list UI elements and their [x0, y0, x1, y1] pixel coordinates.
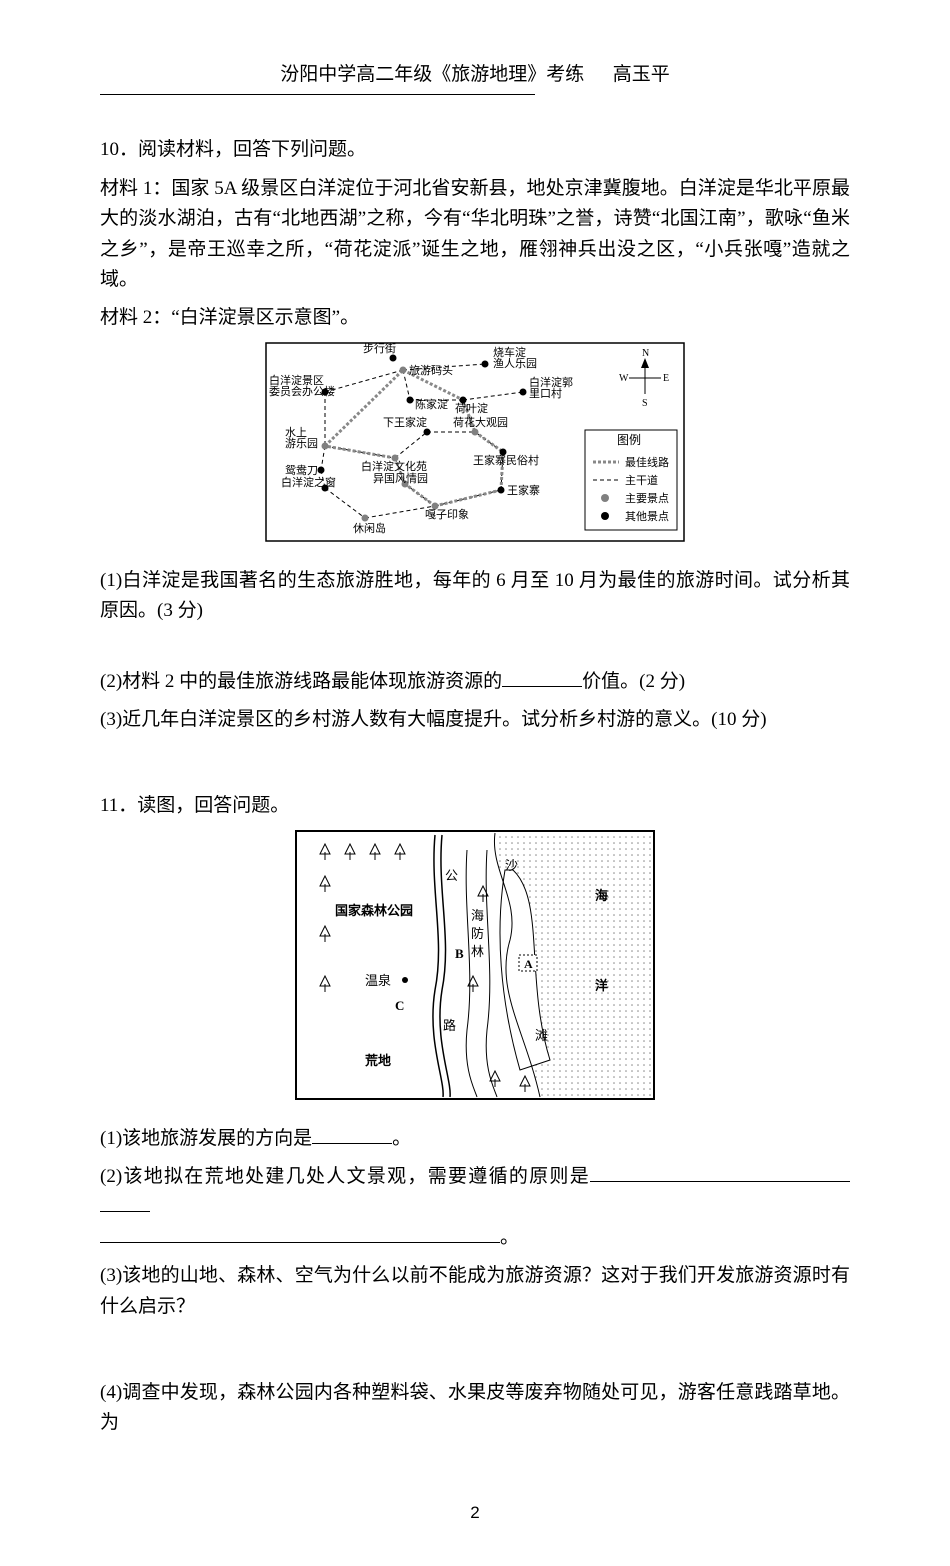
svg-text:沙: 沙 — [505, 858, 518, 873]
svg-text:防: 防 — [471, 926, 484, 941]
header-title-right: 高玉平 — [613, 64, 670, 85]
svg-text:洋: 洋 — [595, 978, 608, 993]
header-rule — [100, 94, 535, 95]
svg-text:白洋淀郭: 白洋淀郭 — [529, 375, 573, 389]
svg-text:委员会办公楼: 委员会办公楼 — [269, 384, 335, 398]
svg-text:休闲岛: 休闲岛 — [353, 521, 386, 535]
svg-text:最佳线路: 最佳线路 — [625, 455, 669, 469]
svg-text:王家寨民俗村: 王家寨民俗村 — [473, 453, 539, 467]
q11-sub2: (2)该地拟在荒地处建几处人文景观，需要遵循的原则是 。 — [100, 1162, 850, 1253]
q10-stem: 10．阅读材料，回答下列问题。 — [100, 135, 850, 165]
svg-text:E: E — [663, 373, 669, 384]
svg-text:海: 海 — [595, 888, 608, 903]
svg-text:主要景点: 主要景点 — [625, 492, 669, 505]
svg-text:渔人乐园: 渔人乐园 — [493, 357, 537, 370]
svg-text:下王家淀: 下王家淀 — [383, 415, 427, 429]
svg-text:荒地: 荒地 — [364, 1053, 391, 1068]
svg-text:嘎子印象: 嘎子印象 — [425, 508, 469, 521]
svg-text:公: 公 — [445, 868, 458, 883]
q11-sub4: (4)调查中发现，森林公园内各种塑料袋、水果皮等废弃物随处可见，游客任意践踏草地… — [100, 1378, 850, 1439]
svg-text:路: 路 — [443, 1018, 456, 1033]
svg-text:白洋淀之窗: 白洋淀之窗 — [281, 475, 336, 489]
svg-text:海: 海 — [471, 908, 484, 923]
svg-text:步行街: 步行街 — [363, 342, 396, 355]
q11-stem: 11．读图，回答问题。 — [100, 791, 850, 821]
q10-material2: 材料 2：“白洋淀景区示意图”。 — [100, 303, 850, 333]
figure-baiyangdian: 步行街旅游码头 烧车淀渔人乐园白洋淀景区委员会办公楼陈家淀荷叶淀 白洋淀郭里口村下王… — [100, 342, 850, 542]
svg-text:林: 林 — [471, 944, 484, 959]
svg-text:温泉: 温泉 — [365, 973, 391, 988]
svg-text:旅游码头: 旅游码头 — [409, 363, 453, 377]
svg-text:国家森林公园: 国家森林公园 — [335, 903, 413, 918]
figure-coast: 37°36°国家森林公园公路海洋沙滩海防林温泉荒地ABC — [100, 830, 850, 1100]
svg-text:N: N — [642, 348, 649, 359]
svg-text:W: W — [619, 373, 629, 384]
svg-text:滩: 滩 — [535, 1028, 548, 1043]
q10-sub2: (2)材料 2 中的最佳旅游线路最能体现旅游资源的价值。(2 分) — [100, 667, 850, 697]
svg-text:白洋淀文化苑: 白洋淀文化苑 — [361, 459, 427, 473]
svg-text:其他景点: 其他景点 — [625, 510, 669, 523]
svg-text:游乐园: 游乐园 — [285, 437, 318, 450]
svg-text:陈家淀: 陈家淀 — [415, 397, 448, 411]
q10-material1: 材料 1：国家 5A 级景区白洋淀位于河北省安新县，地处京津冀腹地。白洋淀是华北… — [100, 174, 850, 296]
q10-sub3: (3)近几年白洋淀景区的乡村游人数有大幅度提升。试分析乡村游的意义。(10 分) — [100, 705, 850, 735]
svg-text:王家寨: 王家寨 — [507, 483, 540, 497]
svg-text:荷叶淀: 荷叶淀 — [455, 401, 488, 415]
svg-text:B: B — [455, 946, 464, 961]
q10-sub1: (1)白洋淀是我国著名的生态旅游胜地，每年的 6 月至 10 月为最佳的旅游时间… — [100, 566, 850, 627]
svg-text:图例: 图例 — [617, 433, 641, 447]
svg-text:异国风情园: 异国风情园 — [373, 472, 428, 485]
svg-text:C: C — [395, 998, 404, 1013]
svg-text:A: A — [524, 957, 533, 971]
q11-sub1: (1)该地旅游发展的方向是。 — [100, 1124, 850, 1154]
page-number: 2 — [100, 1499, 850, 1526]
svg-text:S: S — [642, 398, 648, 409]
svg-text:里口村: 里口村 — [529, 386, 562, 400]
svg-text:荷花大观园: 荷花大观园 — [453, 415, 508, 429]
svg-text:白洋淀景区: 白洋淀景区 — [269, 373, 324, 387]
q11-sub3: (3)该地的山地、森林、空气为什么以前不能成为旅游资源？这对于我们开发旅游资源时… — [100, 1261, 850, 1322]
svg-text:主干道: 主干道 — [625, 473, 658, 487]
header-title-left: 汾阳中学高二年级《旅游地理》考练 — [280, 64, 584, 85]
svg-text:烧车淀: 烧车淀 — [493, 345, 526, 359]
svg-text:鸳鸯刀: 鸳鸯刀 — [285, 463, 318, 477]
